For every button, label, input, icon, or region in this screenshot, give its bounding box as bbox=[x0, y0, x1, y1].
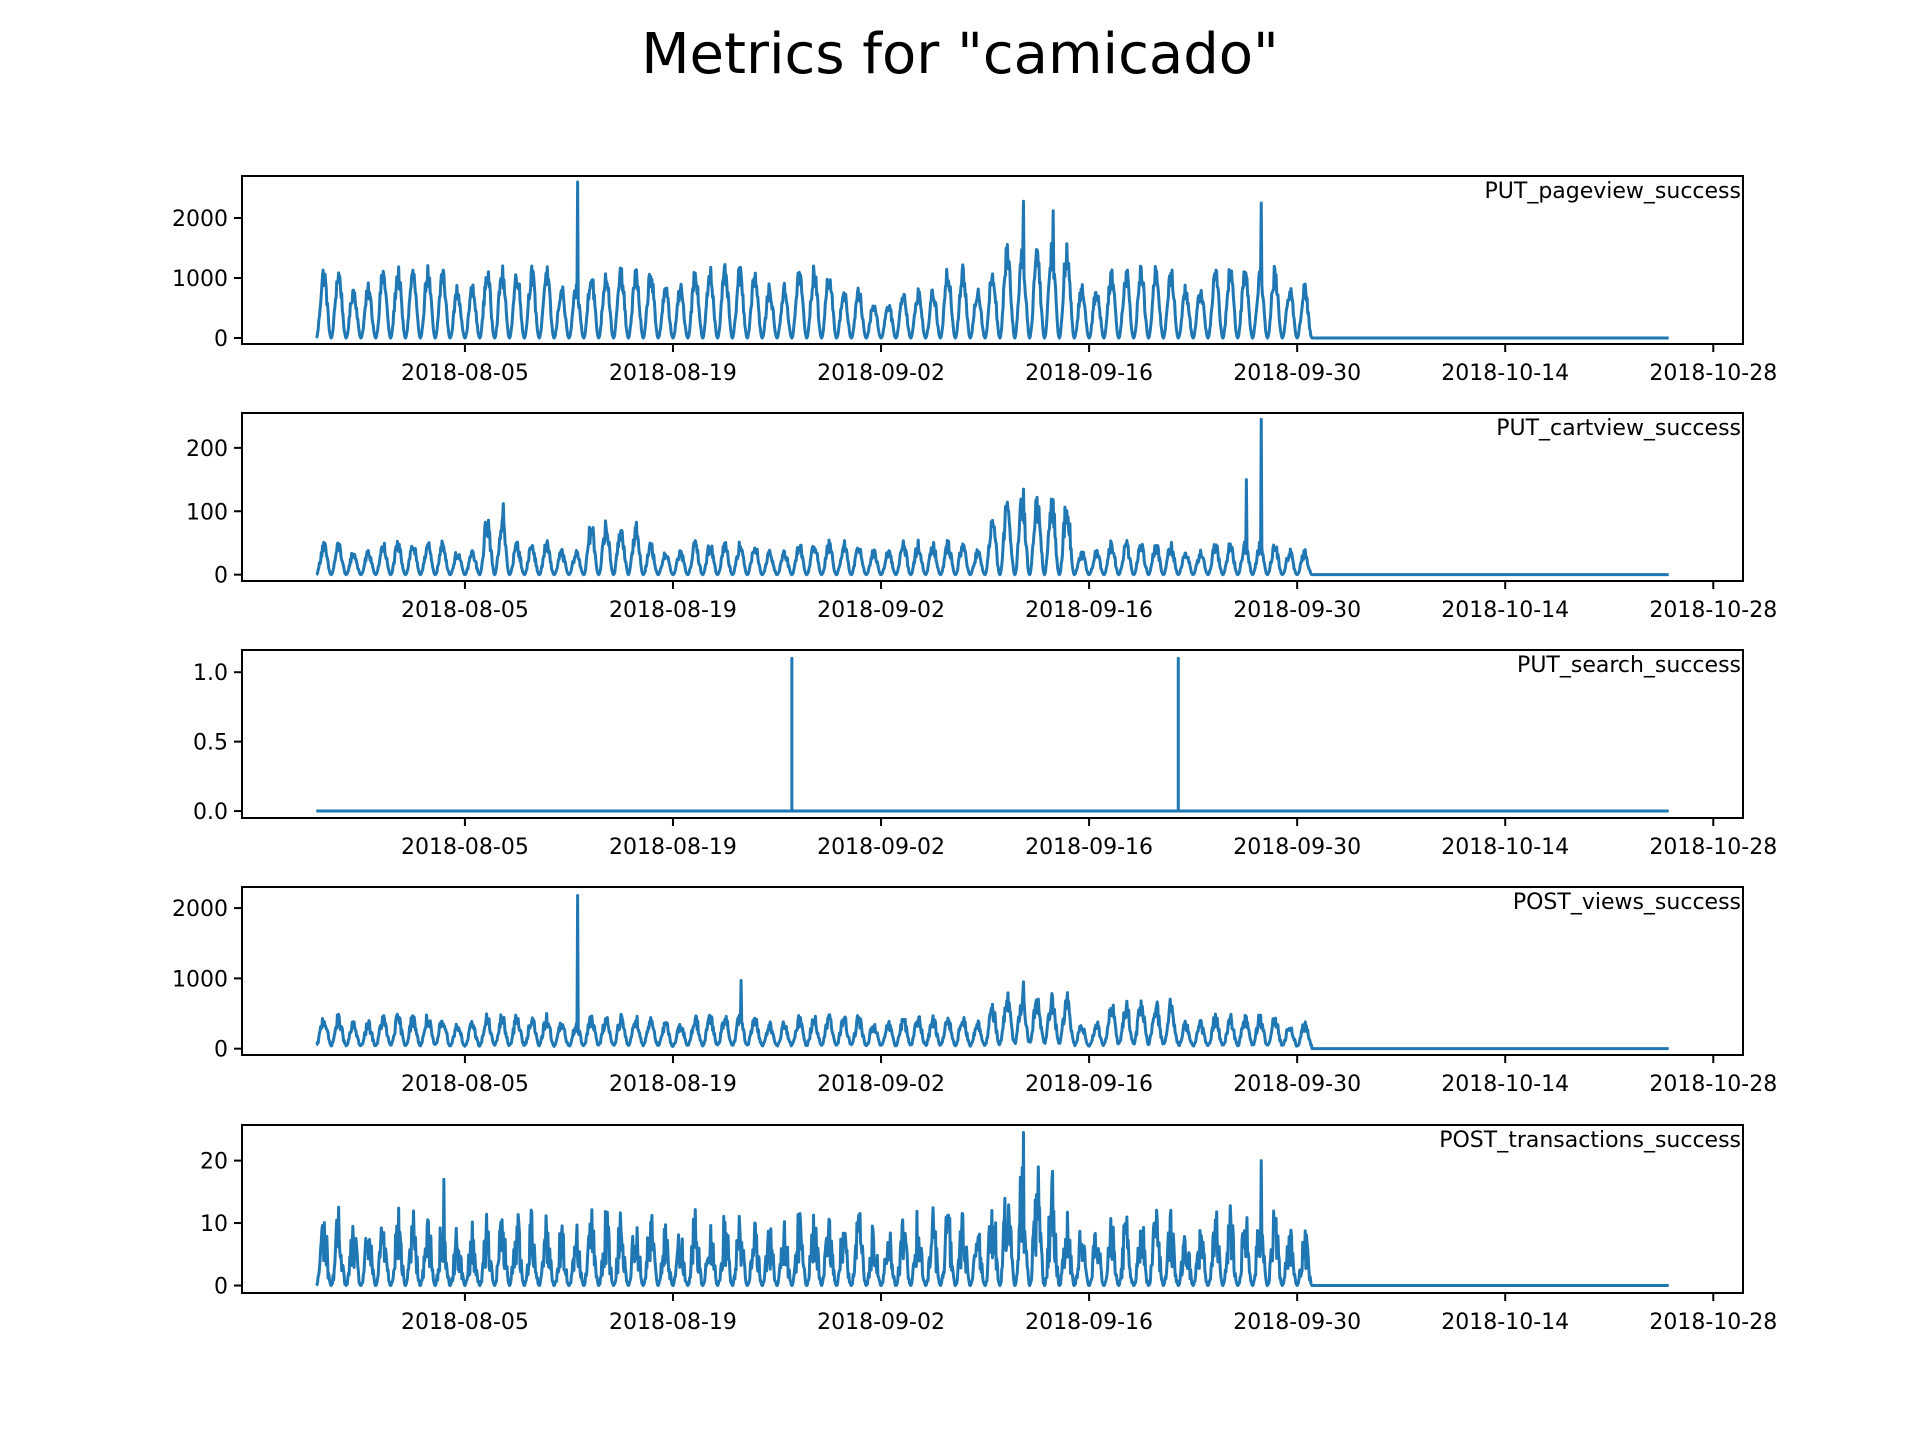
x-tick-label: 2018-10-28 bbox=[1649, 1310, 1777, 1335]
panel-label: PUT_pageview_success bbox=[1485, 179, 1741, 204]
axes-frame bbox=[241, 886, 1744, 1056]
y-tick-label: 0.0 bbox=[193, 800, 228, 825]
x-tick-label: 2018-09-16 bbox=[1025, 598, 1153, 623]
axes-frame bbox=[241, 175, 1744, 345]
y-tick-label: 1000 bbox=[172, 967, 228, 992]
panel-label: PUT_search_success bbox=[1517, 653, 1741, 678]
subplot-PUT_cartview_success: 0 100 200 2018-08-05 2018-08-19 2018-09-02 201… bbox=[186, 412, 1777, 623]
y-tick-label: 0 bbox=[214, 564, 228, 589]
y-tick-label: 200 bbox=[186, 437, 228, 462]
x-tick-label: 2018-09-30 bbox=[1233, 835, 1361, 860]
x-tick-label: 2018-10-28 bbox=[1649, 835, 1777, 860]
x-tick-label: 2018-08-05 bbox=[401, 835, 529, 860]
series-line-PUT_cartview_success bbox=[315, 417, 1669, 577]
x-tick-label: 2018-08-19 bbox=[609, 598, 737, 623]
x-tick-label: 2018-09-02 bbox=[817, 1310, 945, 1335]
y-tick-label: 10 bbox=[200, 1212, 228, 1237]
y-tick-label: 1.0 bbox=[193, 661, 228, 686]
series-line-PUT_pageview_success bbox=[315, 180, 1669, 340]
series-line-POST_transactions_success bbox=[315, 1130, 1669, 1288]
x-tick-label: 2018-09-02 bbox=[817, 361, 945, 386]
subplot-POST_views_success: 0 1000 2000 2018-08-05 2018-08-19 2018-09-02 2… bbox=[172, 886, 1777, 1097]
x-tick-label: 2018-08-19 bbox=[609, 1072, 737, 1097]
x-tick-label: 2018-08-19 bbox=[609, 1310, 737, 1335]
panel-label: PUT_cartview_success bbox=[1496, 416, 1741, 441]
x-tick-label: 2018-10-14 bbox=[1441, 598, 1569, 623]
x-tick-label: 2018-10-14 bbox=[1441, 835, 1569, 860]
axes-frame bbox=[241, 412, 1744, 582]
x-tick-label: 2018-10-14 bbox=[1441, 361, 1569, 386]
x-tick-label: 2018-08-19 bbox=[609, 361, 737, 386]
y-tick-label: 0.5 bbox=[193, 731, 228, 756]
y-tick-label: 2000 bbox=[172, 207, 228, 232]
x-tick-label: 2018-09-16 bbox=[1025, 361, 1153, 386]
x-tick-label: 2018-09-30 bbox=[1233, 598, 1361, 623]
axes-frame bbox=[241, 649, 1744, 819]
x-tick-label: 2018-08-05 bbox=[401, 361, 529, 386]
y-tick-label: 20 bbox=[200, 1150, 228, 1175]
x-tick-label: 2018-09-30 bbox=[1233, 361, 1361, 386]
y-tick-label: 0 bbox=[214, 327, 228, 352]
y-tick-label: 1000 bbox=[172, 267, 228, 292]
x-tick-label: 2018-10-28 bbox=[1649, 1072, 1777, 1097]
series-line-PUT_search_success bbox=[316, 656, 1669, 813]
y-tick-label: 0 bbox=[214, 1038, 228, 1063]
x-tick-label: 2018-10-14 bbox=[1441, 1310, 1569, 1335]
x-tick-label: 2018-09-30 bbox=[1233, 1310, 1361, 1335]
x-tick-label: 2018-10-14 bbox=[1441, 1072, 1569, 1097]
subplot-POST_transactions_success: 0 10 20 2018-08-05 2018-08-19 2018-09-02 2018-… bbox=[200, 1124, 1777, 1335]
figure-title: Metrics for "camicado" bbox=[641, 22, 1279, 87]
y-tick-label: 100 bbox=[186, 500, 228, 525]
x-tick-label: 2018-09-02 bbox=[817, 598, 945, 623]
y-tick-label: 0 bbox=[214, 1275, 228, 1300]
x-tick-label: 2018-09-16 bbox=[1025, 1072, 1153, 1097]
x-tick-label: 2018-10-28 bbox=[1649, 361, 1777, 386]
series-line-POST_views_success bbox=[315, 893, 1669, 1051]
subplot-PUT_pageview_success: 0 1000 2000 2018-08-05 2018-08-19 2018-09-02 2… bbox=[172, 175, 1777, 386]
x-tick-label: 2018-08-19 bbox=[609, 835, 737, 860]
x-tick-label: 2018-09-02 bbox=[817, 1072, 945, 1097]
subplot-PUT_search_success: 0.0 0.5 1.0 2018-08-05 2018-08-19 2018-09-02 2… bbox=[193, 649, 1777, 860]
x-tick-label: 2018-09-16 bbox=[1025, 835, 1153, 860]
x-tick-label: 2018-08-05 bbox=[401, 598, 529, 623]
x-tick-label: 2018-09-16 bbox=[1025, 1310, 1153, 1335]
x-tick-label: 2018-10-28 bbox=[1649, 598, 1777, 623]
axes-frame bbox=[241, 1124, 1744, 1294]
x-tick-label: 2018-08-05 bbox=[401, 1072, 529, 1097]
x-tick-label: 2018-08-05 bbox=[401, 1310, 529, 1335]
panel-label: POST_transactions_success bbox=[1439, 1128, 1741, 1153]
x-tick-label: 2018-09-02 bbox=[817, 835, 945, 860]
panel-label: POST_views_success bbox=[1513, 890, 1741, 915]
y-tick-label: 2000 bbox=[172, 897, 228, 922]
x-tick-label: 2018-09-30 bbox=[1233, 1072, 1361, 1097]
